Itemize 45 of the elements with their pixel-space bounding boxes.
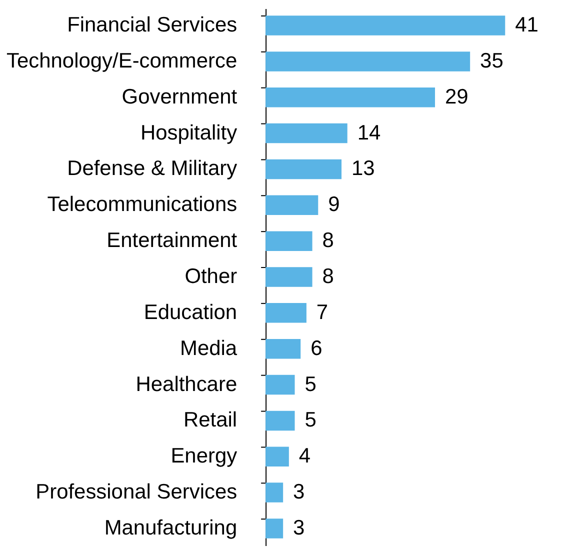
y-tick-label: Energy xyxy=(170,444,238,468)
data-label: 13 xyxy=(351,157,375,180)
data-label: 8 xyxy=(322,229,334,252)
bar xyxy=(266,446,289,466)
y-tick-label: Other xyxy=(184,264,238,288)
y-tick-label: Entertainment xyxy=(106,229,238,252)
y-tick-label: Manufacturing xyxy=(104,516,238,540)
data-label: 5 xyxy=(304,372,316,396)
data-label: 35 xyxy=(480,49,504,72)
bar xyxy=(266,87,436,108)
bar xyxy=(266,267,312,287)
y-tick-label: Hospitality xyxy=(140,121,238,144)
bar xyxy=(266,123,348,144)
data-label: 41 xyxy=(515,14,538,37)
data-label: 8 xyxy=(322,264,334,288)
data-label: 14 xyxy=(357,121,381,144)
data-label: 7 xyxy=(316,300,328,324)
bar xyxy=(266,482,284,502)
data-label: 5 xyxy=(304,408,316,432)
y-tick-label: Defense & Military xyxy=(67,157,238,180)
bar xyxy=(266,518,284,538)
data-label: 6 xyxy=(310,336,322,360)
y-tick-label: Professional Services xyxy=(36,480,238,504)
bar xyxy=(266,303,306,323)
y-tick-label: Healthcare xyxy=(136,372,238,396)
bar xyxy=(266,159,342,180)
data-label: 4 xyxy=(298,444,311,468)
y-tick-label: Government xyxy=(122,85,238,108)
data-label: 3 xyxy=(293,480,305,504)
y-tick-label: Retail xyxy=(184,408,238,432)
y-tick-label: Technology/E-commerce xyxy=(6,49,238,72)
bar xyxy=(266,338,301,359)
bar xyxy=(266,195,318,216)
y-tick-label: Telecommunications xyxy=(47,193,238,216)
bar xyxy=(266,374,295,395)
data-label: 29 xyxy=(444,85,468,108)
data-label: 3 xyxy=(293,516,305,540)
data-label: 9 xyxy=(328,193,340,216)
y-tick-label: Media xyxy=(180,336,238,360)
y-tick-label: Financial Services xyxy=(67,14,238,37)
bar xyxy=(266,52,470,72)
bar xyxy=(266,410,295,431)
bar xyxy=(266,16,506,36)
bar xyxy=(266,231,312,251)
y-tick-label: Education xyxy=(144,300,238,324)
